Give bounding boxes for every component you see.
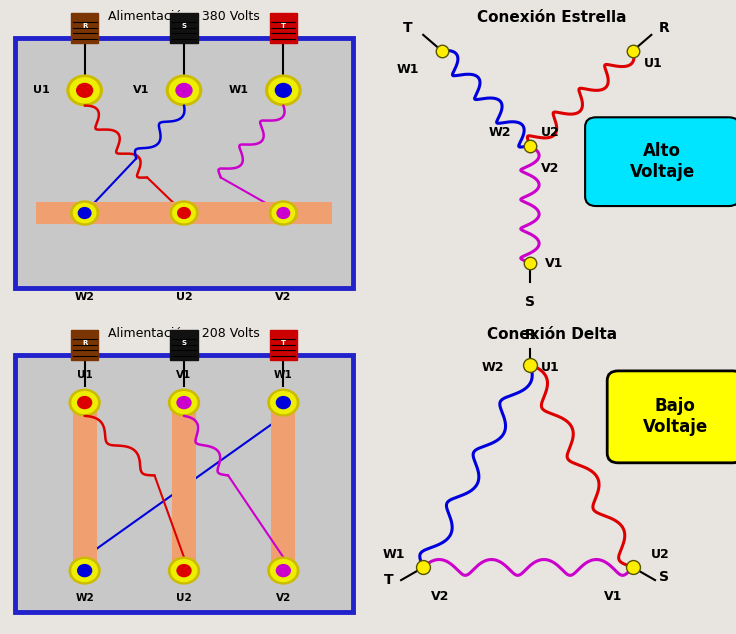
Bar: [71, 13, 99, 43]
Circle shape: [271, 392, 296, 413]
Text: V1: V1: [132, 86, 149, 95]
Text: V2: V2: [541, 162, 559, 175]
Text: W2: W2: [75, 593, 94, 604]
FancyBboxPatch shape: [607, 371, 736, 463]
Text: T: T: [281, 23, 286, 29]
Circle shape: [70, 78, 99, 103]
Bar: [170, 13, 198, 43]
Text: W2: W2: [74, 292, 95, 302]
Text: S: S: [182, 23, 186, 29]
FancyBboxPatch shape: [15, 38, 353, 288]
Text: W1: W1: [228, 86, 249, 95]
Circle shape: [169, 78, 199, 103]
Circle shape: [78, 207, 91, 219]
FancyBboxPatch shape: [15, 355, 353, 612]
Bar: [269, 330, 297, 360]
Text: W2: W2: [489, 126, 512, 139]
Text: Alimentación   208 Volts: Alimentación 208 Volts: [108, 327, 260, 340]
Text: U2: U2: [541, 126, 559, 139]
Circle shape: [170, 201, 198, 225]
Bar: [170, 330, 198, 360]
Circle shape: [72, 392, 97, 413]
Circle shape: [177, 565, 191, 576]
Circle shape: [74, 204, 96, 223]
Circle shape: [269, 78, 298, 103]
Circle shape: [69, 389, 100, 416]
Circle shape: [173, 204, 195, 223]
Bar: [74, 403, 96, 571]
Circle shape: [71, 201, 99, 225]
Circle shape: [78, 397, 91, 408]
Text: Conexión Estrella: Conexión Estrella: [477, 10, 627, 25]
Circle shape: [176, 84, 192, 97]
Circle shape: [171, 392, 197, 413]
Circle shape: [169, 557, 199, 584]
Text: W1: W1: [274, 370, 293, 380]
Text: Alto
Voltaje: Alto Voltaje: [630, 142, 695, 181]
Circle shape: [171, 560, 197, 581]
Circle shape: [275, 84, 291, 97]
Text: U1: U1: [541, 361, 559, 374]
Circle shape: [177, 207, 191, 219]
Text: S: S: [182, 340, 186, 346]
Text: Conexión Delta: Conexión Delta: [487, 327, 617, 342]
Circle shape: [269, 201, 297, 225]
Circle shape: [77, 84, 93, 97]
Circle shape: [268, 557, 299, 584]
Text: V2: V2: [431, 590, 449, 603]
Bar: [269, 13, 297, 43]
Circle shape: [268, 389, 299, 416]
Circle shape: [271, 560, 296, 581]
Text: R: R: [659, 21, 670, 35]
Circle shape: [177, 397, 191, 408]
Text: T: T: [281, 340, 286, 346]
Text: W2: W2: [481, 361, 504, 374]
Bar: [71, 330, 99, 360]
Text: T: T: [384, 573, 394, 587]
Text: U1: U1: [77, 370, 93, 380]
Circle shape: [166, 75, 202, 106]
Text: W1: W1: [382, 548, 405, 561]
FancyBboxPatch shape: [585, 117, 736, 206]
Circle shape: [277, 207, 290, 219]
Text: U1: U1: [33, 86, 50, 95]
Text: T: T: [403, 21, 412, 35]
Text: W1: W1: [397, 63, 420, 77]
Text: S: S: [525, 295, 535, 309]
Text: Alimentación   380 Volts: Alimentación 380 Volts: [108, 10, 260, 23]
Text: V2: V2: [275, 292, 291, 302]
Bar: [37, 203, 331, 224]
Text: U2: U2: [176, 593, 192, 604]
Text: V1: V1: [177, 370, 191, 380]
Circle shape: [169, 389, 199, 416]
Circle shape: [72, 560, 97, 581]
Text: R: R: [82, 340, 88, 346]
Text: R: R: [525, 328, 535, 342]
Circle shape: [67, 75, 102, 106]
Circle shape: [266, 75, 301, 106]
Text: R: R: [82, 23, 88, 29]
Text: U2: U2: [176, 292, 192, 302]
Circle shape: [69, 557, 100, 584]
Circle shape: [277, 397, 290, 408]
Circle shape: [277, 565, 290, 576]
Bar: [173, 403, 195, 571]
Text: Bajo
Voltaje: Bajo Voltaje: [643, 398, 708, 436]
Bar: [272, 403, 294, 571]
Circle shape: [78, 565, 91, 576]
Circle shape: [272, 204, 294, 223]
Text: V2: V2: [276, 593, 291, 604]
Text: V1: V1: [604, 590, 622, 603]
Text: U1: U1: [644, 57, 662, 70]
Text: V1: V1: [545, 257, 563, 269]
Text: U2: U2: [651, 548, 670, 561]
Text: S: S: [659, 570, 669, 584]
